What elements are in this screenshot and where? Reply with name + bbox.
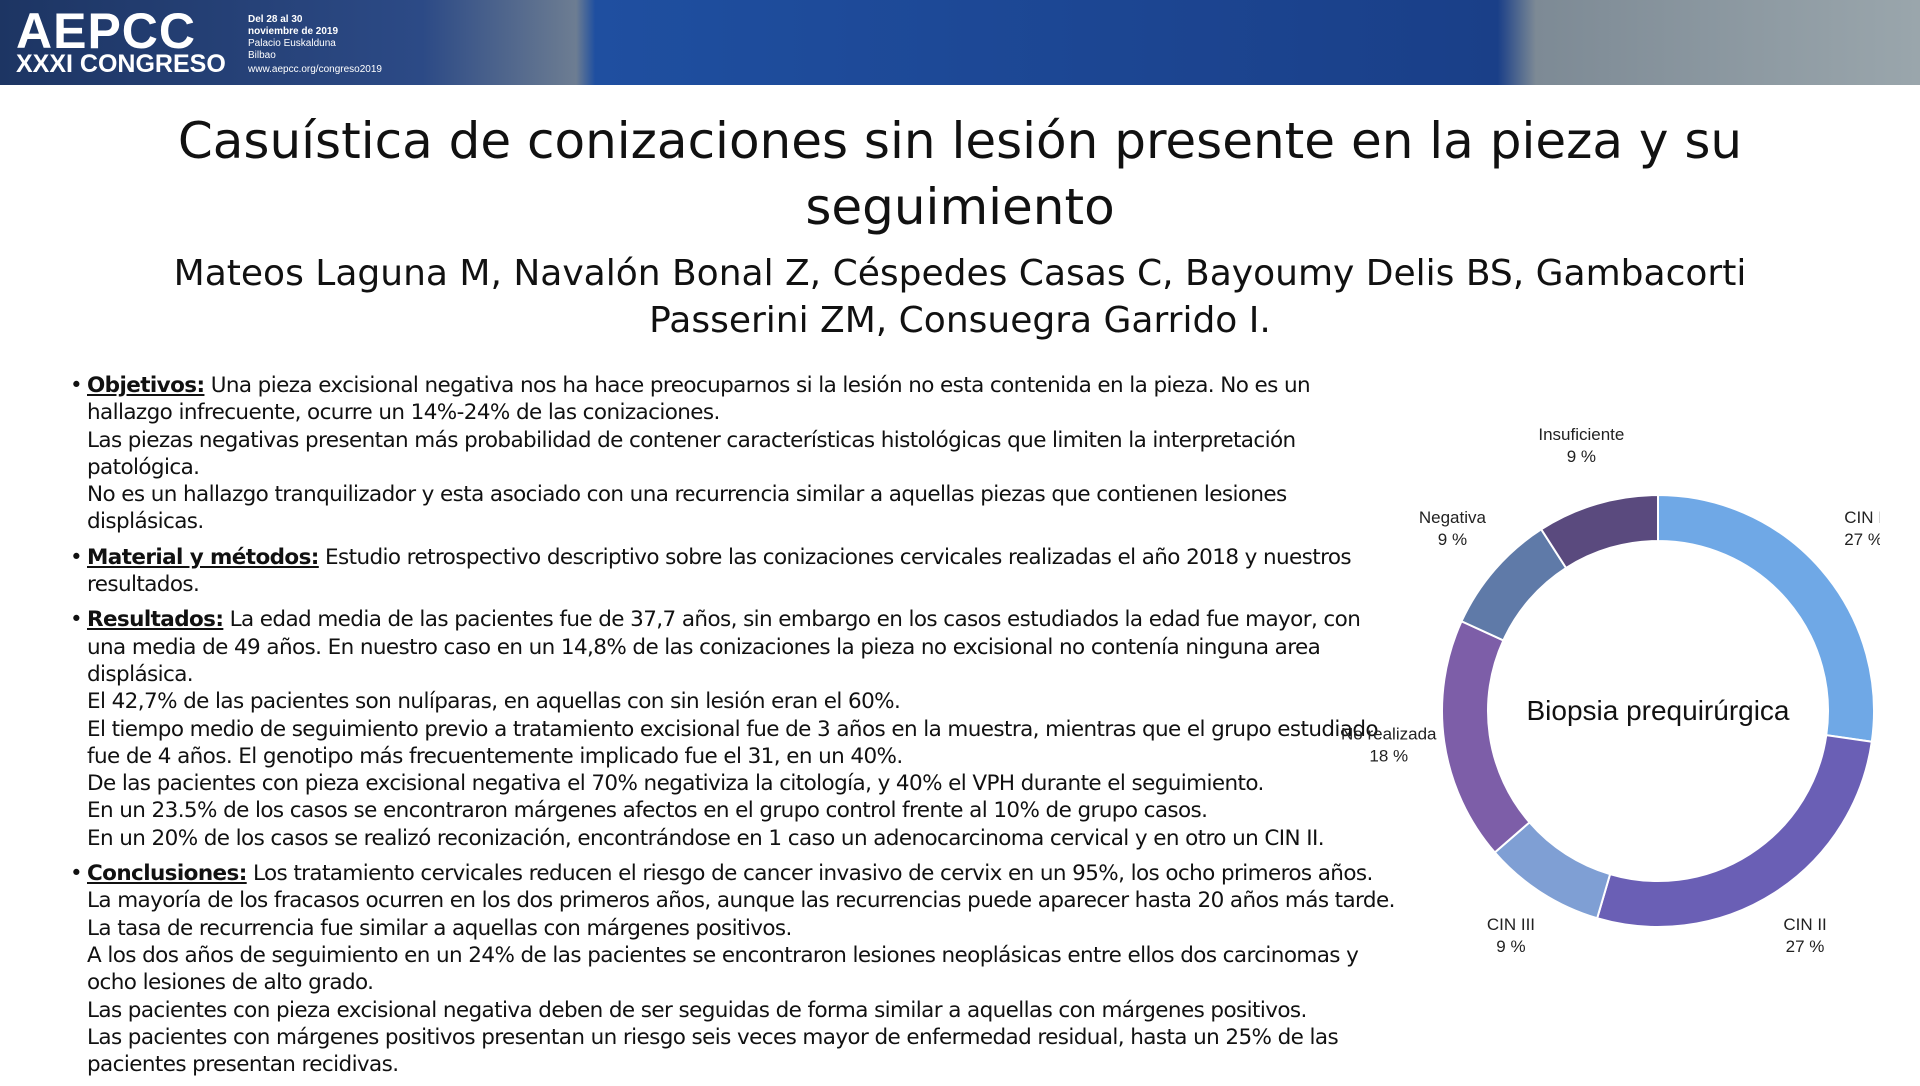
dates: Del 28 al 30 noviembre de 2019 Palacio Eus… <box>248 14 338 62</box>
paragraph: A los dos años de seguimiento en un 24% … <box>87 942 1400 997</box>
segment-value-label: 9 % <box>1496 937 1525 956</box>
segment-value-label: 18 % <box>1369 747 1408 766</box>
paragraph-text: Las pacientes con márgenes positivos pre… <box>87 1024 1339 1078</box>
paragraph: Objetivos: Una pieza excisional negativa… <box>87 372 1400 427</box>
segment-value-label: 9 % <box>1567 447 1596 466</box>
section-heading: Resultados: <box>87 607 224 633</box>
segment-label: CIN II <box>1783 915 1826 934</box>
paragraph-text: Las piezas negativas presentan más proba… <box>87 427 1296 480</box>
section: Material y métodos: Estudio retrospectiv… <box>70 544 1400 599</box>
paragraph-text: De las pacientes con pieza excisional ne… <box>87 771 1264 797</box>
section: Objetivos: Una pieza excisional negativa… <box>70 372 1400 536</box>
segment-label: CIN III <box>1487 915 1535 934</box>
section-heading: Material y métodos: <box>87 544 319 570</box>
paragraph: Resultados: La edad media de las pacient… <box>87 606 1400 688</box>
paragraph-text: A los dos años de seguimiento en un 24% … <box>87 942 1359 996</box>
venue: Palacio Euskalduna <box>248 38 336 49</box>
section-heading: Conclusiones: <box>87 861 247 887</box>
paragraph: De las pacientes con pieza excisional ne… <box>87 770 1400 797</box>
segment-label: Negativa <box>1419 508 1487 527</box>
paragraph: En un 23.5% de los casos se encontraron … <box>87 797 1400 824</box>
segment-value-label: 27 % <box>1844 530 1880 549</box>
paragraph-text: La edad media de las pacientes fue de 37… <box>87 607 1361 687</box>
paragraph: El 42,7% de las pacientes son nulíparas,… <box>87 688 1400 715</box>
paragraph-text: Una pieza excisional negativa nos ha hac… <box>87 373 1311 426</box>
banner: AEPCC XXXI CONGRESO Del 28 al 30 noviembr… <box>0 0 1920 85</box>
section-heading: Objetivos: <box>87 373 205 398</box>
paragraph: Las pacientes con pieza excisional negat… <box>87 997 1400 1024</box>
paragraph: La tasa de recurrencia fue similar a aqu… <box>87 915 1400 942</box>
segment-label: No realizada <box>1341 725 1437 744</box>
segment-value-label: 9 % <box>1438 530 1467 549</box>
title: Casuística de conizaciones sin lesión pr… <box>177 112 1743 236</box>
donut-segment <box>1460 527 1568 642</box>
chart-title: Biopsia prequirúrgica <box>1526 695 1789 726</box>
paragraph: En un 20% de los casos se realizó reconi… <box>87 825 1400 852</box>
paragraph: Conclusiones: Los tratamiento cervicales… <box>87 860 1400 915</box>
paragraph: Las pacientes con márgenes positivos pre… <box>87 1024 1400 1079</box>
section: Resultados: La edad media de las pacient… <box>70 606 1400 852</box>
authors: Mateos Laguna M, Navalón Bonal Z, Césped… <box>173 253 1747 341</box>
paragraph-text: En un 20% de los casos se realizó reconi… <box>87 825 1325 851</box>
paragraph: El tiempo medio de seguimiento previo a … <box>87 716 1400 771</box>
date: Del 28 al 30 <box>248 14 303 25</box>
date: noviembre de 2019 <box>248 26 339 37</box>
paragraph: Las piezas negativas presentan más proba… <box>87 427 1400 482</box>
segment-label: CIN I <box>1844 508 1880 527</box>
paragraph-text: No es un hallazgo tranquilizador y esta … <box>87 482 1287 535</box>
donut-segment <box>1441 619 1531 854</box>
paragraph-text: Las pacientes con pieza excisional negat… <box>87 997 1307 1023</box>
donut-chart: CIN I 27 % CIN II 27 % CIN III 9 % No realizad… <box>1341 425 1880 956</box>
paragraph-text: El tiempo medio de seguimiento previo a … <box>87 716 1379 769</box>
venue: Bilbao <box>248 50 276 61</box>
donut-segment <box>1539 493 1659 570</box>
section: Conclusiones: Los tratamiento cervicales… <box>70 860 1400 1078</box>
paragraph-text: Estudio retrospectivo descriptivo sobre … <box>87 544 1352 598</box>
paragraph: No es un hallazgo tranquilizador y esta … <box>87 481 1400 536</box>
paragraph-text: El 42,7% de las pacientes son nulíparas,… <box>87 689 901 715</box>
logo: AEPCC <box>16 3 197 59</box>
paragraph: Material y métodos: Estudio retrospectiv… <box>87 544 1400 599</box>
sections: Objetivos: Una pieza excisional negativa… <box>70 372 1400 1086</box>
segment-value-label: 27 % <box>1786 937 1825 956</box>
url: www.aepcc.org/congreso2019 <box>248 64 382 75</box>
paragraph-text: Los tratamiento cervicales reducen el ri… <box>87 861 1395 914</box>
congress: XXXI CONGRESO <box>16 50 226 78</box>
paragraph-text: La tasa de recurrencia fue similar a aqu… <box>87 915 792 941</box>
paragraph-text: En un 23.5% de los casos se encontraron … <box>87 798 1208 824</box>
segment-label: Insuficiente <box>1538 425 1624 444</box>
donut-segment <box>1595 734 1873 928</box>
